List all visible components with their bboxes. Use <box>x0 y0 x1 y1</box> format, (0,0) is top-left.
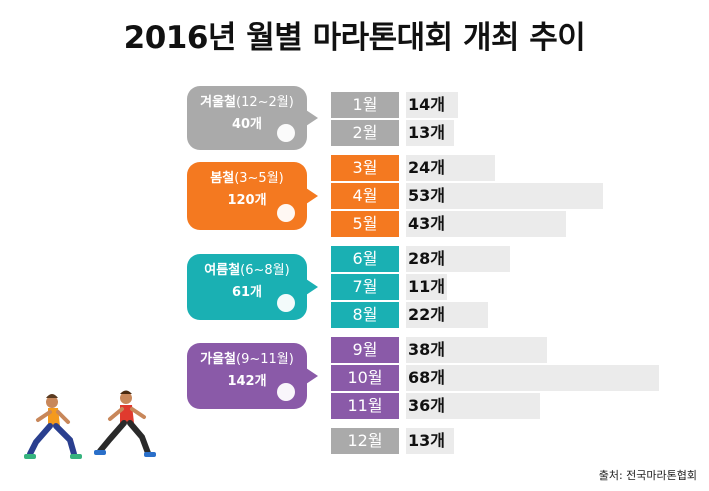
bar-10월 <box>406 365 659 391</box>
sun-icon <box>277 294 295 312</box>
month-label: 11월 <box>331 393 399 419</box>
runners-illustration <box>24 390 156 459</box>
season-name-text: 봄철 <box>210 171 235 186</box>
value-label: 11개 <box>408 277 445 296</box>
season-name: 가을철(9~11월) <box>187 351 307 369</box>
bar-4월 <box>406 183 603 209</box>
month-label: 5월 <box>331 211 399 237</box>
month-label: 4월 <box>331 183 399 209</box>
season-name: 여름철(6~8월) <box>187 262 307 280</box>
pointer-arrow <box>306 110 318 126</box>
value-label: 38개 <box>408 340 445 359</box>
value-label: 43개 <box>408 214 445 233</box>
value-label: 28개 <box>408 249 445 268</box>
flower-icon <box>277 204 295 222</box>
season-range: (6~8월) <box>240 263 290 278</box>
month-label: 10월 <box>331 365 399 391</box>
snowman-icon <box>277 124 295 142</box>
bar-9월 <box>406 337 547 363</box>
value-label: 24개 <box>408 158 445 177</box>
bar-1월 <box>406 92 458 118</box>
bar-3월 <box>406 155 495 181</box>
bar-12월 <box>406 428 454 454</box>
bar-2월 <box>406 120 454 146</box>
month-label: 8월 <box>331 302 399 328</box>
month-label: 6월 <box>331 246 399 272</box>
runner-man-icon <box>94 390 156 457</box>
season-total: 142개 <box>227 374 267 389</box>
month-label: 3월 <box>331 155 399 181</box>
value-label: 36개 <box>408 396 445 415</box>
pointer-arrow <box>306 279 318 295</box>
value-label: 14개 <box>408 95 445 114</box>
season-name-text: 여름철 <box>204 263 241 278</box>
season-total: 40개 <box>231 117 263 132</box>
month-label: 12월 <box>331 428 399 454</box>
month-label: 1월 <box>331 92 399 118</box>
bar-6월 <box>406 246 510 272</box>
value-label: 68개 <box>408 368 445 387</box>
season-total: 61개 <box>231 285 263 300</box>
season-range: (9~11월) <box>236 352 294 367</box>
bar-5월 <box>406 211 566 237</box>
pointer-arrow <box>306 188 318 204</box>
season-spring: 봄철(3~5월) 120개 <box>187 162 318 230</box>
leaf-icon <box>277 383 295 401</box>
pointer-arrow <box>306 368 318 384</box>
season-autumn: 가을철(9~11월) 142개 <box>187 343 318 409</box>
value-label: 22개 <box>408 305 445 324</box>
season-winter: 겨울철(12~2월) 40개 <box>187 86 318 150</box>
season-total: 120개 <box>227 193 267 208</box>
month-label: 2월 <box>331 120 399 146</box>
value-label: 13개 <box>408 431 445 450</box>
bar-7월 <box>406 274 447 300</box>
bar-11월 <box>406 393 540 419</box>
season-name-text: 가을철 <box>200 352 237 367</box>
value-label: 53개 <box>408 186 445 205</box>
runner-woman-icon <box>24 394 82 459</box>
season-range: (3~5월) <box>234 171 284 186</box>
season-range: (12~2월) <box>236 95 294 110</box>
month-label: 7월 <box>331 274 399 300</box>
season-name-text: 겨울철 <box>200 95 237 110</box>
source-note: 출처: 전국마라톤협회 <box>598 469 697 482</box>
value-label: 13개 <box>408 123 445 142</box>
bar-8월 <box>406 302 488 328</box>
season-name: 겨울철(12~2월) <box>187 94 307 112</box>
season-summer: 여름철(6~8월) 61개 <box>187 254 318 320</box>
season-name: 봄철(3~5월) <box>187 170 307 188</box>
month-label: 9월 <box>331 337 399 363</box>
chart-title: 2016년 월별 마라톤대회 개최 추이 <box>123 20 586 56</box>
